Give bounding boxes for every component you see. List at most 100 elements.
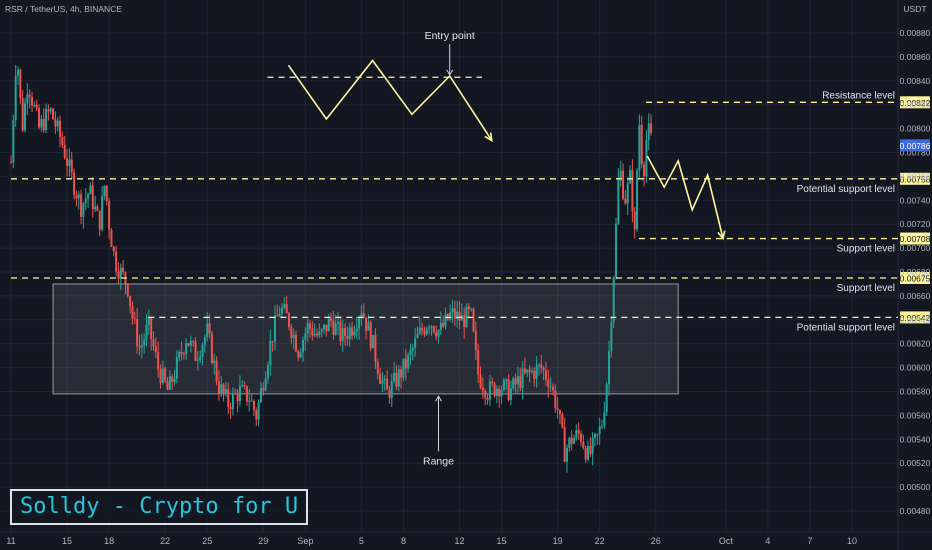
candle-body bbox=[280, 307, 283, 314]
price-tag-text-2: 0.00708 bbox=[900, 234, 931, 244]
candle-body bbox=[495, 388, 498, 396]
candle-body bbox=[316, 333, 319, 336]
candle-body bbox=[579, 433, 582, 442]
candle-body bbox=[126, 283, 129, 296]
candle-body bbox=[622, 170, 625, 199]
candle-body bbox=[341, 327, 344, 342]
candle-body bbox=[89, 185, 92, 194]
price-tag-text-3: 0.00675 bbox=[900, 273, 931, 283]
candle-body bbox=[428, 327, 431, 329]
x-tick-label: 12 bbox=[455, 536, 465, 546]
candle-body bbox=[227, 389, 230, 407]
price-tag-text-0: 0.00822 bbox=[900, 98, 931, 108]
candle-body bbox=[346, 336, 349, 339]
y-tick-label: 0.00560 bbox=[900, 410, 931, 420]
candle-body bbox=[222, 384, 225, 394]
candle-body bbox=[465, 306, 468, 328]
candle-body bbox=[252, 400, 255, 411]
candle-body bbox=[80, 194, 83, 217]
candle-body bbox=[381, 380, 384, 384]
candle-body bbox=[241, 385, 244, 387]
candle-body bbox=[491, 381, 494, 384]
candle-body bbox=[238, 386, 241, 402]
candle-body bbox=[245, 386, 248, 402]
y-tick-label: 0.00760 bbox=[900, 171, 931, 181]
candle-body bbox=[217, 381, 220, 394]
x-tick-label: 10 bbox=[847, 536, 857, 546]
x-tick-label: 19 bbox=[553, 536, 563, 546]
candle-body bbox=[514, 378, 517, 385]
candle-body bbox=[220, 384, 223, 394]
candle-body bbox=[369, 322, 372, 349]
candle-body bbox=[500, 390, 503, 397]
chart-title: RSR / TetherUS, 4h, BINANCE bbox=[5, 4, 122, 14]
candle-body bbox=[582, 441, 585, 448]
candle-body bbox=[519, 376, 522, 388]
brand-label: Solldy - Crypto for U bbox=[10, 489, 309, 525]
candle-body bbox=[187, 343, 190, 346]
candle-body bbox=[103, 185, 106, 197]
candle-body bbox=[47, 109, 50, 112]
candle-body bbox=[643, 164, 646, 177]
candle-body bbox=[486, 397, 489, 400]
candle-body bbox=[290, 326, 293, 338]
candle-body bbox=[598, 426, 601, 435]
annotation-arrowhead-0 bbox=[446, 69, 454, 76]
candle-body bbox=[358, 318, 361, 329]
candle-body bbox=[70, 159, 73, 173]
candle-body bbox=[521, 368, 524, 388]
x-tick-label: 4 bbox=[765, 536, 770, 546]
price-tag-1 bbox=[900, 172, 930, 185]
candle-body bbox=[294, 334, 297, 352]
price-tag-text-4: 0.00642 bbox=[900, 313, 931, 323]
candle-body bbox=[101, 196, 104, 230]
candle-body bbox=[28, 94, 31, 97]
price-tag-4 bbox=[900, 311, 930, 324]
candle-body bbox=[178, 351, 181, 358]
candle-body bbox=[374, 334, 377, 362]
candle-body bbox=[45, 109, 48, 131]
x-tick-label: Oct bbox=[719, 536, 734, 546]
x-tick-label: 5 bbox=[359, 536, 364, 546]
candle-body bbox=[323, 324, 326, 330]
candle-body bbox=[636, 170, 639, 230]
candle-body bbox=[243, 385, 246, 387]
candle-body bbox=[68, 159, 71, 166]
candle-body bbox=[397, 369, 400, 387]
candle-body bbox=[250, 400, 253, 402]
candle-body bbox=[432, 326, 435, 333]
candle-body bbox=[271, 341, 274, 343]
candle-body bbox=[601, 426, 604, 428]
candle-body bbox=[140, 345, 143, 348]
candle-body bbox=[516, 376, 519, 385]
level-label-1: Potential support level bbox=[797, 184, 895, 195]
candle-body bbox=[365, 317, 368, 331]
candle-body bbox=[285, 304, 288, 314]
candle-body bbox=[645, 139, 648, 177]
candle-body bbox=[535, 365, 538, 379]
currency-label: USDT bbox=[903, 4, 926, 14]
candle-body bbox=[507, 379, 510, 401]
candle-body bbox=[208, 323, 211, 334]
candle-body bbox=[629, 170, 632, 184]
candle-body bbox=[563, 427, 566, 462]
candle-body bbox=[14, 75, 17, 120]
candle-body bbox=[87, 193, 90, 199]
candle-body bbox=[360, 313, 363, 319]
x-tick-label: 7 bbox=[807, 536, 812, 546]
candle-body bbox=[647, 123, 650, 140]
candle-body bbox=[470, 308, 473, 310]
candle-body bbox=[526, 369, 529, 373]
candle-body bbox=[203, 336, 206, 346]
candle-body bbox=[551, 386, 554, 391]
candle-body bbox=[596, 434, 599, 436]
x-tick-label: 11 bbox=[6, 536, 15, 546]
candle-body bbox=[215, 360, 218, 382]
candle-body bbox=[505, 379, 508, 381]
candle-body bbox=[339, 321, 342, 342]
x-tick-label: 15 bbox=[62, 536, 72, 546]
candle-body bbox=[299, 352, 302, 358]
candle-body bbox=[262, 388, 265, 391]
